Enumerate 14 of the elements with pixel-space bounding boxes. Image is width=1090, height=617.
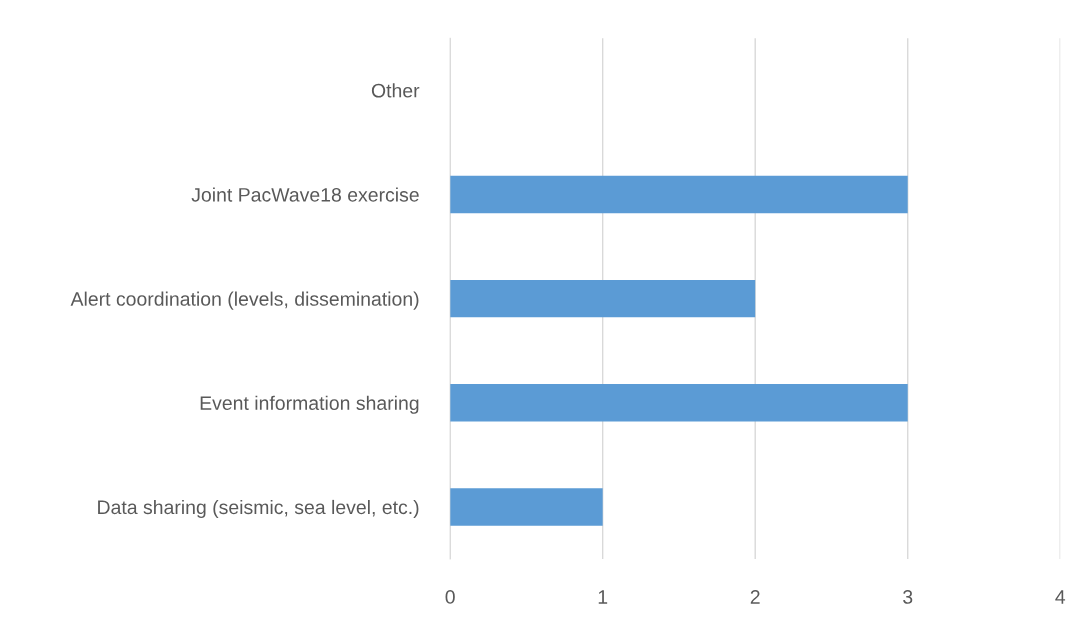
x-tick-label: 0 (445, 590, 455, 604)
y-tick-label: Event information sharing (200, 395, 419, 414)
bar (450, 488, 603, 526)
bar (450, 279, 756, 318)
y-tick-label: Alert coordination (levels, dissemination) (70, 291, 419, 310)
y-tick-label: Joint PacWave18 exercise (191, 187, 419, 202)
x-tick-label: 1 (598, 590, 608, 604)
bar (450, 175, 908, 214)
x-tick-label: 2 (750, 590, 760, 604)
x-tick-label: 4 (1055, 590, 1066, 604)
bar (450, 384, 908, 422)
y-tick-label: Data sharing (seismic, sea level, etc.) (98, 499, 419, 519)
y-tick-label: Other (371, 83, 420, 98)
x-tick-label: 3 (903, 590, 913, 604)
